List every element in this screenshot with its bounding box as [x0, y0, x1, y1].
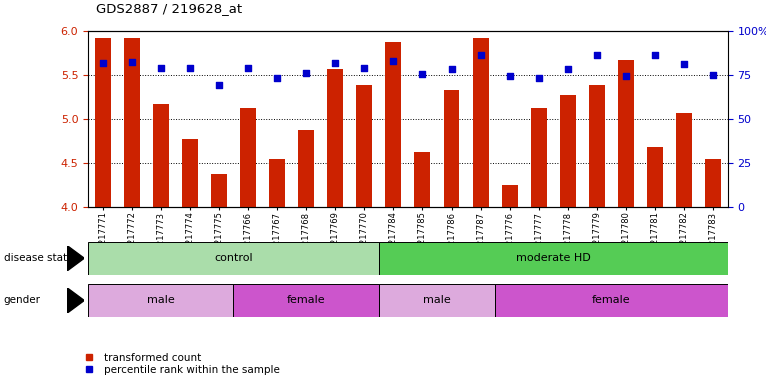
Bar — [414, 152, 430, 207]
Polygon shape — [67, 246, 84, 271]
Bar — [531, 108, 547, 207]
Bar — [234, 284, 379, 317]
Bar — [152, 104, 169, 207]
Bar — [269, 159, 285, 207]
Bar — [327, 69, 343, 207]
Text: moderate HD: moderate HD — [516, 253, 591, 263]
Point — [213, 83, 225, 89]
Text: female: female — [592, 295, 630, 306]
Bar — [379, 242, 728, 275]
Bar — [379, 284, 495, 317]
Point — [271, 75, 283, 81]
Bar — [676, 113, 692, 207]
Bar — [88, 284, 234, 317]
Point — [329, 60, 342, 66]
Bar — [240, 108, 256, 207]
Bar — [88, 242, 379, 275]
Text: male: male — [423, 295, 451, 306]
Polygon shape — [67, 288, 84, 313]
Bar — [502, 185, 518, 207]
Bar — [356, 84, 372, 207]
Text: disease state: disease state — [4, 253, 74, 263]
Bar — [647, 147, 663, 207]
Point — [503, 73, 516, 79]
Text: gender: gender — [4, 295, 41, 306]
Point — [97, 60, 109, 66]
Bar — [182, 139, 198, 207]
Point — [300, 70, 313, 76]
Text: control: control — [214, 253, 253, 263]
Point — [707, 72, 719, 78]
Text: female: female — [286, 295, 326, 306]
Bar — [444, 90, 460, 207]
Bar — [211, 174, 227, 207]
Point — [649, 52, 661, 58]
Point — [620, 73, 632, 79]
Bar — [123, 38, 139, 207]
Legend: transformed count, percentile rank within the sample: transformed count, percentile rank withi… — [74, 348, 284, 379]
Text: male: male — [147, 295, 175, 306]
Point — [242, 65, 254, 71]
Bar — [473, 38, 489, 207]
Point — [678, 61, 690, 67]
Point — [591, 52, 603, 58]
Bar — [495, 284, 728, 317]
Point — [445, 66, 457, 72]
Point — [474, 52, 486, 58]
Point — [561, 66, 574, 72]
Point — [388, 58, 400, 64]
Bar — [560, 95, 576, 207]
Bar — [618, 60, 634, 207]
Bar — [385, 42, 401, 207]
Point — [358, 65, 371, 71]
Point — [532, 75, 545, 81]
Point — [416, 71, 428, 77]
Bar — [589, 86, 605, 207]
Bar — [705, 159, 721, 207]
Point — [155, 65, 167, 71]
Bar — [298, 130, 314, 207]
Point — [126, 58, 138, 65]
Bar — [95, 38, 110, 207]
Point — [184, 65, 196, 71]
Text: GDS2887 / 219628_at: GDS2887 / 219628_at — [96, 2, 242, 15]
